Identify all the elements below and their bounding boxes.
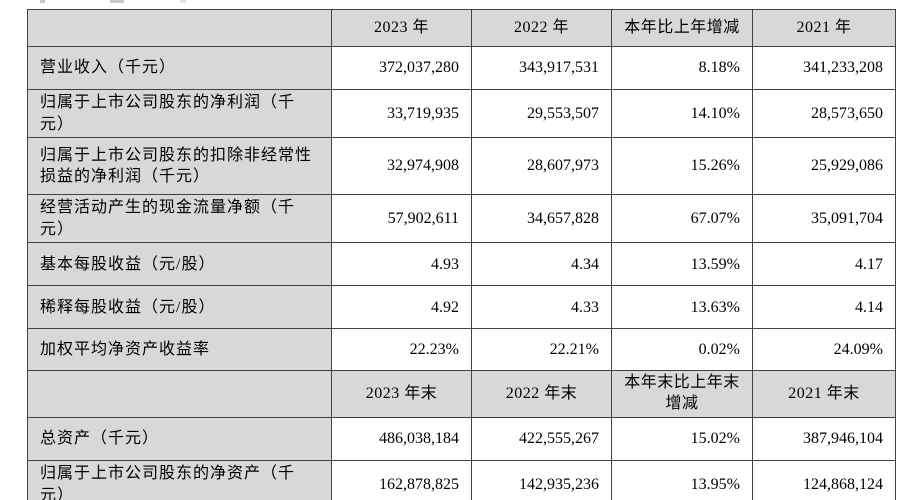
cell-2022: 422,555,267	[471, 416, 612, 461]
clipped-text-remnant	[40, 0, 45, 3]
row-label: 基本每股收益（元/股）	[27, 242, 332, 287]
row-label: 归属于上市公司股东的扣除非经常性损益的净利润（千元）	[27, 137, 332, 196]
col-header-2021-yearend: 2021 年末	[752, 370, 896, 418]
cell-2023: 4.93	[331, 242, 472, 287]
cell-change: 13.63%	[611, 285, 753, 330]
cell-change: 8.18%	[611, 46, 753, 90]
cell-change: 15.26%	[611, 137, 753, 196]
col-header-2022: 2022 年	[471, 9, 612, 47]
table-row-net-profit: 归属于上市公司股东的净利润（千元） 33,719,935 29,553,507 …	[27, 88, 896, 139]
cell-2023: 4.92	[331, 285, 472, 330]
cell-2022: 343,917,531	[471, 46, 612, 90]
header-row-yearend: 2023 年末 2022 年末 本年末比上年末 增减 2021 年末	[27, 370, 896, 418]
col-header-2021: 2021 年	[752, 9, 896, 47]
cell-2022: 22.21%	[471, 328, 612, 372]
cell-2022: 4.33	[471, 285, 612, 330]
table-row-net-profit-excl-nonrecurring: 归属于上市公司股东的扣除非经常性损益的净利润（千元） 32,974,908 28…	[27, 137, 896, 196]
cell-2021: 341,233,208	[752, 46, 896, 90]
cell-2022: 142,935,236	[471, 459, 612, 500]
table-row-net-assets: 归属于上市公司股东的净资产（千元） 162,878,825 142,935,23…	[27, 459, 896, 500]
row-label: 加权平均净资产收益率	[27, 328, 332, 372]
cell-2021: 124,868,124	[752, 459, 896, 500]
row-label: 稀释每股收益（元/股）	[27, 285, 332, 330]
table-row-weighted-avg-roe: 加权平均净资产收益率 22.23% 22.21% 0.02% 24.09%	[27, 328, 896, 372]
cell-2023: 57,902,611	[331, 194, 472, 244]
table-row-diluted-eps: 稀释每股收益（元/股） 4.92 4.33 13.63% 4.14	[27, 285, 896, 330]
cell-2023: 486,038,184	[331, 416, 472, 461]
col-header-2023: 2023 年	[331, 9, 472, 47]
table-row-operating-cash-flow: 经营活动产生的现金流量净额（千元） 57,902,611 34,657,828 …	[27, 194, 896, 244]
col-header-2023-yearend: 2023 年末	[331, 370, 472, 418]
cell-2022: 4.34	[471, 242, 612, 287]
col-header-2022-yearend: 2022 年末	[471, 370, 612, 418]
cell-change: 67.07%	[611, 194, 753, 244]
header-row-annual: 2023 年 2022 年 本年比上年增减 2021 年	[27, 9, 896, 47]
cell-change: 14.10%	[611, 88, 753, 139]
key-financials-table: 2023 年 2022 年 本年比上年增减 2021 年 营业收入（千元） 37…	[27, 9, 896, 500]
col-header-yoy-change: 本年比上年增减	[611, 9, 753, 47]
cell-change: 0.02%	[611, 328, 753, 372]
table-row-basic-eps: 基本每股收益（元/股） 4.93 4.34 13.59% 4.17	[27, 242, 896, 287]
cell-2021: 24.09%	[752, 328, 896, 372]
cell-2021: 4.17	[752, 242, 896, 287]
row-label: 经营活动产生的现金流量净额（千元）	[27, 194, 332, 244]
table-row-revenue: 营业收入（千元） 372,037,280 343,917,531 8.18% 3…	[27, 46, 896, 90]
cell-change: 13.59%	[611, 242, 753, 287]
cell-2022: 29,553,507	[471, 88, 612, 139]
row-label: 营业收入（千元）	[27, 46, 332, 90]
cell-2023: 32,974,908	[331, 137, 472, 196]
clipped-text-remnant	[110, 0, 124, 3]
col-header-yearend-change: 本年末比上年末 增减	[611, 370, 753, 418]
cell-2021: 28,573,650	[752, 88, 896, 139]
header-blank-cell	[27, 370, 332, 418]
cell-change: 15.02%	[611, 416, 753, 461]
cell-2023: 22.23%	[331, 328, 472, 372]
cell-2021: 35,091,704	[752, 194, 896, 244]
row-label: 归属于上市公司股东的净利润（千元）	[27, 88, 332, 139]
clipped-text-remnant	[180, 0, 186, 3]
cell-2021: 387,946,104	[752, 416, 896, 461]
cell-2023: 372,037,280	[331, 46, 472, 90]
table-row-total-assets: 总资产（千元） 486,038,184 422,555,267 15.02% 3…	[27, 416, 896, 461]
cell-2021: 4.14	[752, 285, 896, 330]
header-blank-cell	[27, 9, 332, 47]
row-label: 归属于上市公司股东的净资产（千元）	[27, 459, 332, 500]
row-label: 总资产（千元）	[27, 416, 332, 461]
cell-2022: 34,657,828	[471, 194, 612, 244]
cell-2023: 162,878,825	[331, 459, 472, 500]
cell-2023: 33,719,935	[331, 88, 472, 139]
cell-2021: 25,929,086	[752, 137, 896, 196]
cell-2022: 28,607,973	[471, 137, 612, 196]
cell-change: 13.95%	[611, 459, 753, 500]
